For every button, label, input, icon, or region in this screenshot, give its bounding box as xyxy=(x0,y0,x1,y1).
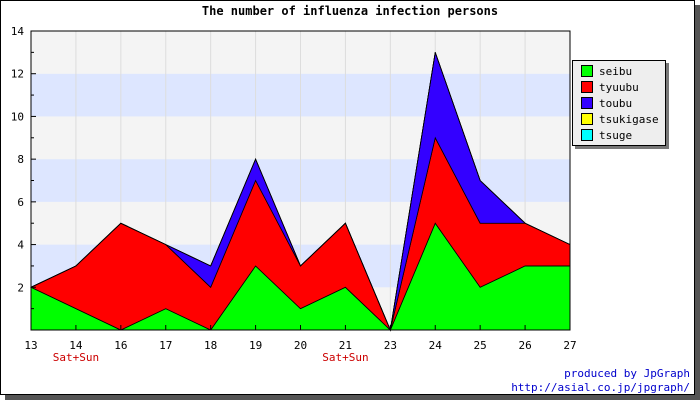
legend-item-tsuge: tsuge xyxy=(581,129,632,143)
legend-item-tyuubu: tyuubu xyxy=(581,81,639,95)
x-tick-label: 24 xyxy=(429,339,443,352)
legend-label-seibu: seibu xyxy=(599,65,633,78)
footer-credit: produced by JpGraph http://asial.co.jp/j… xyxy=(511,367,690,395)
x-tick-label: 17 xyxy=(159,339,172,352)
legend-item-tsukigase: tsukigase xyxy=(581,113,659,127)
chart-title: The number of influenza infection person… xyxy=(201,4,499,18)
x-tick-label: 14 xyxy=(69,339,83,352)
y-tick-label: 6 xyxy=(17,196,24,209)
legend-label-toubu: toubu xyxy=(599,97,633,110)
x-tick-label: 13 xyxy=(24,339,37,352)
legend-label-tsukigase: tsukigase xyxy=(599,113,659,126)
x-tick-label: 19 xyxy=(249,339,262,352)
legend-label-tyuubu: tyuubu xyxy=(599,81,639,94)
x-tick-label: 26 xyxy=(518,339,531,352)
legend-swatch-tsuge xyxy=(581,129,593,141)
footer-url-link[interactable]: http://asial.co.jp/jpgraph/ xyxy=(511,381,690,394)
legend-swatch-seibu xyxy=(581,65,593,77)
legend-swatch-tyuubu xyxy=(581,81,593,93)
legend-item-seibu: seibu xyxy=(581,65,632,79)
legend-swatch-toubu xyxy=(581,97,593,109)
y-tick-label: 10 xyxy=(11,110,24,123)
x-tick-label: 20 xyxy=(294,339,307,352)
y-tick-label: 12 xyxy=(11,68,24,81)
legend-swatch-tsukigase xyxy=(581,113,593,125)
legend: seibu tyuubu toubu tsukigase tsuge xyxy=(572,60,666,146)
x-annotation-label: Sat+Sun xyxy=(53,351,99,364)
x-annotation-label: Sat+Sun xyxy=(322,351,368,364)
legend-item-toubu: toubu xyxy=(581,97,632,111)
x-tick-label: 21 xyxy=(339,339,352,352)
y-tick-label: 2 xyxy=(17,281,24,294)
x-tick-label: 25 xyxy=(474,339,487,352)
x-tick-label: 27 xyxy=(563,339,576,352)
footer-produced-by: produced by JpGraph xyxy=(564,367,690,380)
y-tick-label: 14 xyxy=(11,25,25,38)
x-tick-label: 23 xyxy=(384,339,397,352)
x-tick-label: 18 xyxy=(204,339,217,352)
y-tick-label: 8 xyxy=(17,153,24,166)
x-tick-label: 16 xyxy=(114,339,127,352)
y-tick-label: 4 xyxy=(17,239,24,252)
legend-label-tsuge: tsuge xyxy=(599,129,633,142)
